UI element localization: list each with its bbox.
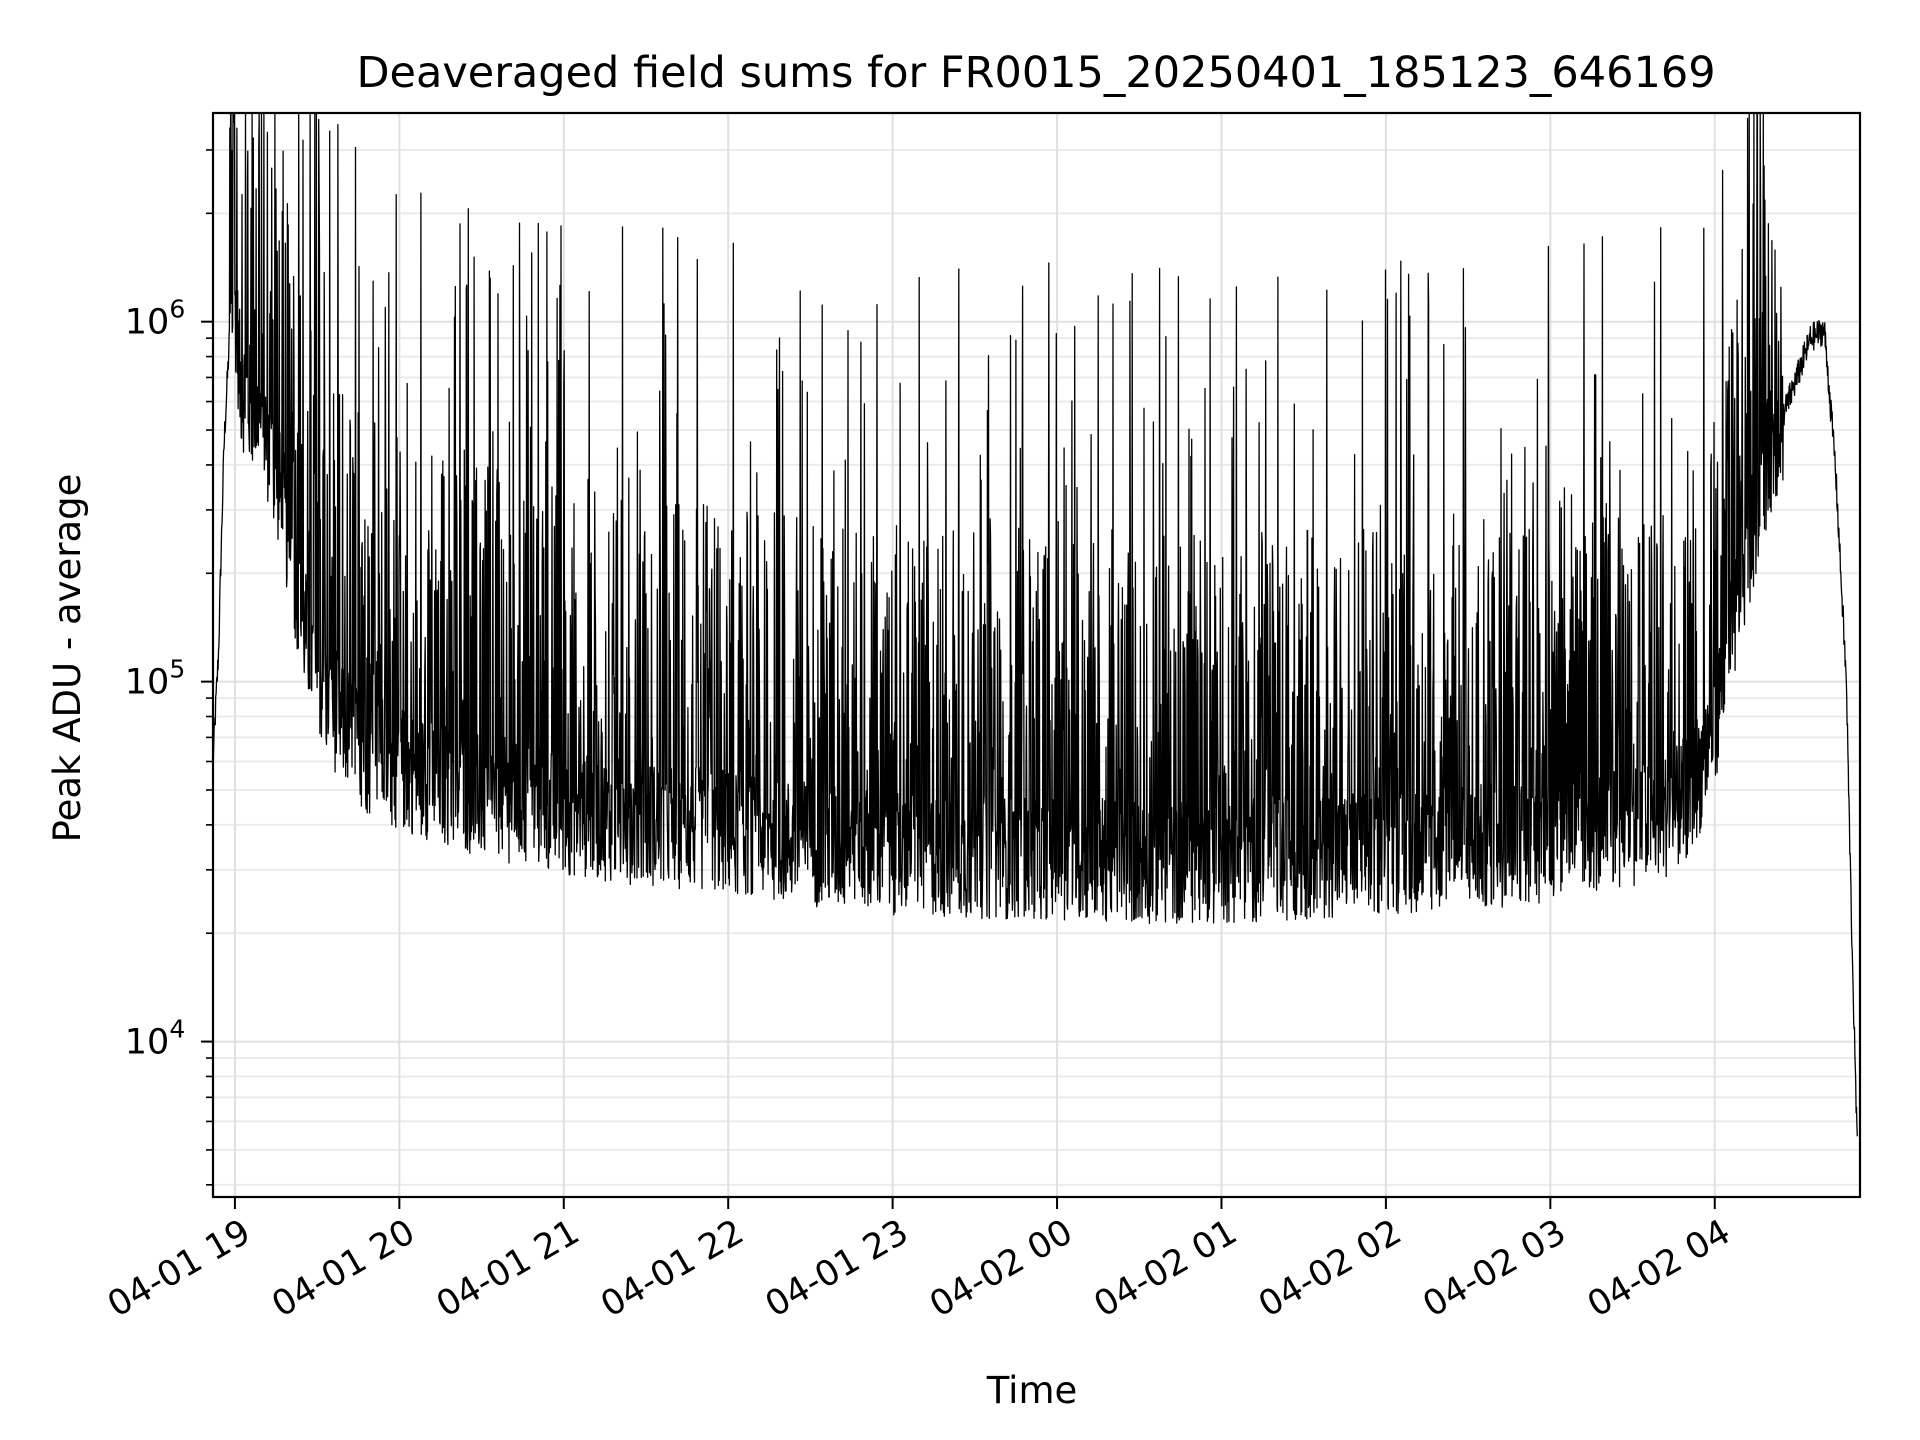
chart-title: Deaveraged field sums for FR0015_2025040…: [356, 48, 1715, 98]
y-tick-label: 105: [125, 655, 185, 703]
y-tick-label: 106: [125, 295, 185, 343]
y-tick-label: 104: [125, 1015, 185, 1063]
series-line: [212, 112, 1858, 1137]
series-layer: [212, 112, 1858, 1137]
x-axis-label: Time: [986, 1369, 1078, 1412]
y-axis-label: Peak ADU - average: [46, 474, 89, 843]
plot-frame: [211, 111, 1862, 1199]
